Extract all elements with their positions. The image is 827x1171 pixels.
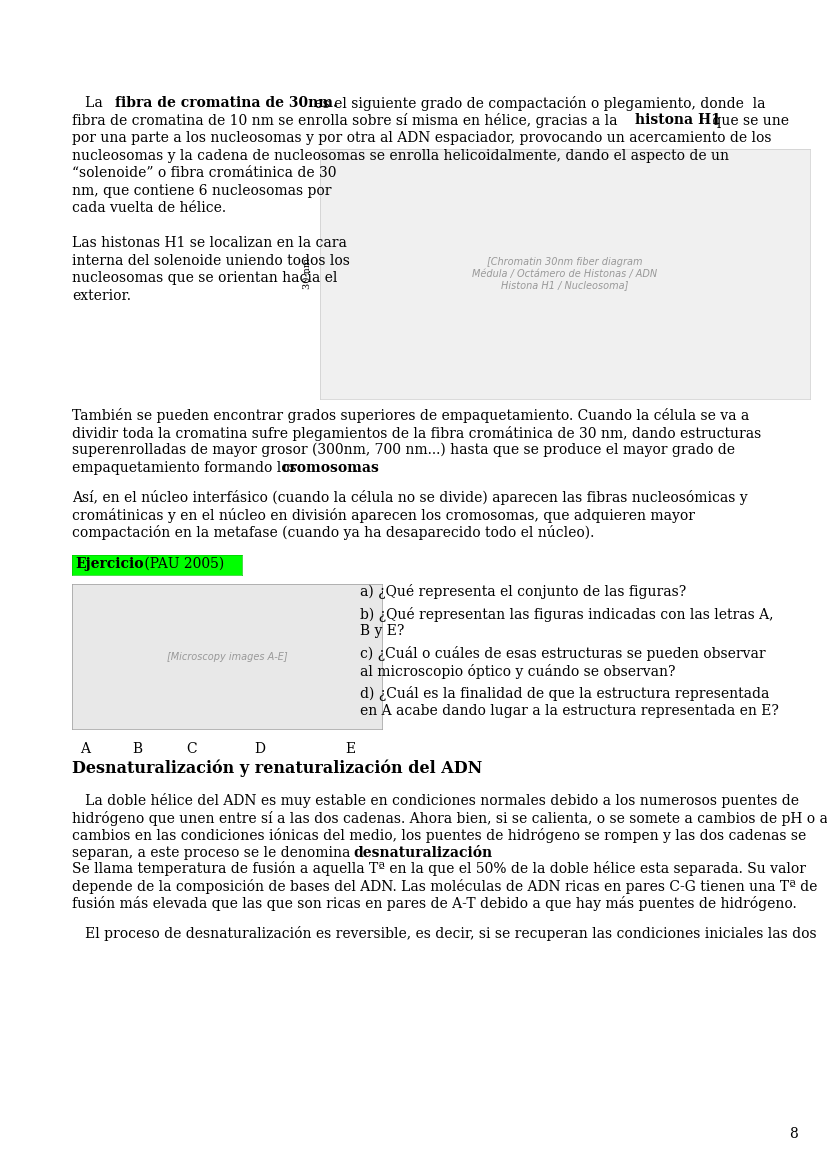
Text: La doble hélice del ADN es muy estable en condiciones normales debido a los nume: La doble hélice del ADN es muy estable e… (72, 793, 798, 808)
Text: fibra de cromatina de 10 nm se enrolla sobre sí misma en hélice, gracias a la: fibra de cromatina de 10 nm se enrolla s… (72, 114, 621, 129)
Text: También se pueden encontrar grados superiores de empaquetamiento. Cuando la célu: También se pueden encontrar grados super… (72, 409, 748, 423)
Text: b) ¿Qué representan las figuras indicadas con las letras A,: b) ¿Qué representan las figuras indicada… (360, 607, 772, 622)
Text: Las histonas H1 se localizan en la cara: Las histonas H1 se localizan en la cara (72, 237, 347, 249)
Text: que se une: que se une (707, 114, 787, 128)
Text: desnaturalización: desnaturalización (353, 845, 492, 860)
Text: fibra de cromatina de 30nm.: fibra de cromatina de 30nm. (115, 96, 337, 110)
Text: A: A (80, 742, 90, 756)
Text: por una parte a los nucleosomas y por otra al ADN espaciador, provocando un acer: por una parte a los nucleosomas y por ot… (72, 131, 771, 145)
Text: interna del solenoide uniendo todos los: interna del solenoide uniendo todos los (72, 253, 350, 267)
Text: cambios en las condiciones iónicas del medio, los puentes de hidrógeno se rompen: cambios en las condiciones iónicas del m… (72, 828, 805, 843)
Text: depende de la composición de bases del ADN. Las moléculas de ADN ricas en pares : depende de la composición de bases del A… (72, 879, 816, 893)
Text: “solenoide” o fibra cromátinica de 30: “solenoide” o fibra cromátinica de 30 (72, 166, 336, 180)
Text: 8: 8 (788, 1127, 797, 1141)
Text: [Chromatin 30nm fiber diagram
Médula / Octámero de Histonas / ADN
Histona H1 / N: [Chromatin 30nm fiber diagram Médula / O… (472, 256, 657, 290)
Text: Así, en el núcleo interfásico (cuando la célula no se divide) aparecen las fibra: Así, en el núcleo interfásico (cuando la… (72, 491, 747, 505)
Text: cada vuelta de hélice.: cada vuelta de hélice. (72, 201, 226, 215)
Text: empaquetamiento formando los: empaquetamiento formando los (72, 460, 301, 474)
Text: compactación en la metafase (cuando ya ha desaparecido todo el núcleo).: compactación en la metafase (cuando ya h… (72, 525, 594, 540)
Text: La: La (72, 96, 107, 110)
Text: hidrógeno que unen entre sí a las dos cadenas. Ahora bien, si se calienta, o se : hidrógeno que unen entre sí a las dos ca… (72, 810, 827, 826)
Text: cromosomas: cromosomas (281, 460, 379, 474)
Text: [Microscopy images A-E]: [Microscopy images A-E] (166, 652, 287, 662)
Text: histona H1: histona H1 (634, 114, 720, 128)
Text: al microscopio óptico y cuándo se observan?: al microscopio óptico y cuándo se observ… (360, 664, 675, 679)
Text: Desnaturalización y renaturalización del ADN: Desnaturalización y renaturalización del… (72, 760, 481, 778)
Text: E: E (345, 742, 355, 756)
Text: dividir toda la cromatina sufre plegamientos de la fibra cromátinica de 30 nm, d: dividir toda la cromatina sufre plegamie… (72, 425, 760, 440)
Text: C: C (186, 742, 197, 756)
Text: (PAU 2005): (PAU 2005) (140, 556, 224, 570)
Text: en A acabe dando lugar a la estructura representada en E?: en A acabe dando lugar a la estructura r… (360, 704, 778, 718)
Text: es el siguiente grado de compactación o plegamiento, donde  la: es el siguiente grado de compactación o … (310, 96, 765, 111)
Text: B y E?: B y E? (360, 624, 404, 638)
Text: nucleosomas y la cadena de nucleosomas se enrolla helicoidalmente, dando el aspe: nucleosomas y la cadena de nucleosomas s… (72, 149, 728, 163)
Text: cromátinicas y en el núcleo en división aparecen los cromosomas, que adquieren m: cromátinicas y en el núcleo en división … (72, 507, 694, 522)
Text: separan, a este proceso se le denomina: separan, a este proceso se le denomina (72, 845, 354, 860)
Text: superenrolladas de mayor grosor (300nm, 700 nm...) hasta que se produce el mayor: superenrolladas de mayor grosor (300nm, … (72, 443, 734, 458)
Text: 30 nm: 30 nm (304, 258, 312, 289)
Text: exterior.: exterior. (72, 288, 131, 302)
Text: B: B (131, 742, 142, 756)
Text: c) ¿Cuál o cuáles de esas estructuras se pueden observar: c) ¿Cuál o cuáles de esas estructuras se… (360, 646, 765, 662)
Text: d) ¿Cuál es la finalidad de que la estructura representada: d) ¿Cuál es la finalidad de que la estru… (360, 686, 768, 701)
Text: .: . (353, 460, 357, 474)
Text: nm, que contiene 6 nucleosomas por: nm, que contiene 6 nucleosomas por (72, 184, 331, 198)
Text: El proceso de desnaturalización es reversible, es decir, si se recuperan las con: El proceso de desnaturalización es rever… (72, 926, 815, 940)
Text: Ejercicio: Ejercicio (75, 556, 143, 570)
Text: fusión más elevada que las que son ricas en pares de A-T debido a que hay más pu: fusión más elevada que las que son ricas… (72, 896, 796, 911)
Text: .: . (476, 845, 480, 860)
Text: Se llama temperatura de fusión a aquella Tª en la que el 50% de la doble hélice : Se llama temperatura de fusión a aquella… (72, 862, 805, 876)
Text: a) ¿Qué representa el conjunto de las figuras?: a) ¿Qué representa el conjunto de las fi… (360, 584, 686, 600)
Text: D: D (254, 742, 265, 756)
Text: nucleosomas que se orientan hacia el: nucleosomas que se orientan hacia el (72, 271, 337, 285)
